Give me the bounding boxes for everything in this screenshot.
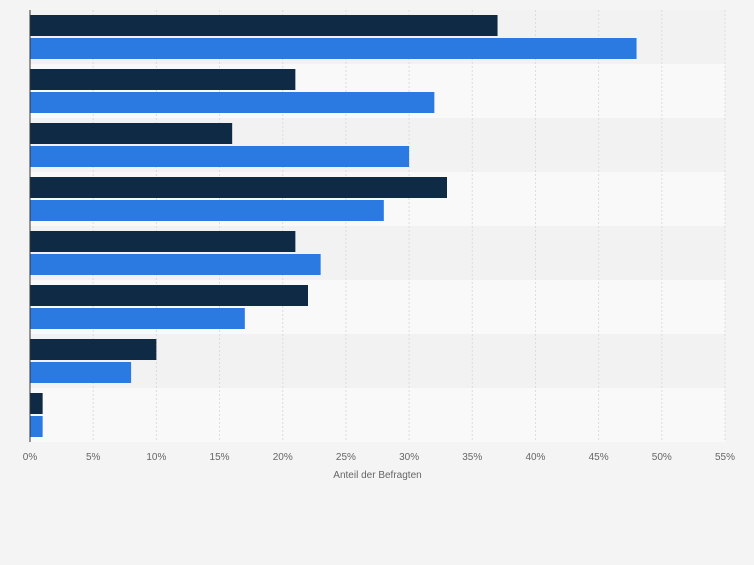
x-tick-label: 5% <box>86 452 101 463</box>
x-axis-label: Anteil der Befragten <box>333 470 421 481</box>
x-tick-label: 30% <box>399 452 419 463</box>
bar-series-1 <box>30 339 157 360</box>
bar-series-1 <box>30 285 308 306</box>
row-band <box>30 388 725 442</box>
x-tick-label: 40% <box>525 452 545 463</box>
x-tick-label: 20% <box>273 452 293 463</box>
x-tick-label: 0% <box>23 452 38 463</box>
x-tick-label: 25% <box>336 452 356 463</box>
x-tick-label: 55% <box>715 452 735 463</box>
x-tick-label: 10% <box>146 452 166 463</box>
bar-series-1 <box>30 177 447 198</box>
bar-series-2 <box>30 362 132 383</box>
bar-series-2 <box>30 38 637 59</box>
bar-series-1 <box>30 15 498 36</box>
x-tick-label: 35% <box>462 452 482 463</box>
bar-series-1 <box>30 69 296 90</box>
x-tick-label: 45% <box>589 452 609 463</box>
bars <box>30 15 637 437</box>
bar-series-1 <box>30 393 43 414</box>
bar-series-2 <box>30 146 410 167</box>
x-tick-label: 15% <box>210 452 230 463</box>
x-tick-label: 50% <box>652 452 672 463</box>
bar-series-2 <box>30 416 43 437</box>
bar-series-2 <box>30 308 245 329</box>
bar-series-2 <box>30 254 321 275</box>
bar-series-2 <box>30 92 435 113</box>
x-axis-ticks: 0% 5% 10% 15% 20% 25% 30% 35% 40% 45% 50% 55% <box>23 452 735 463</box>
bar-series-1 <box>30 123 233 144</box>
bar-series-1 <box>30 231 296 252</box>
bar-series-2 <box>30 200 384 221</box>
